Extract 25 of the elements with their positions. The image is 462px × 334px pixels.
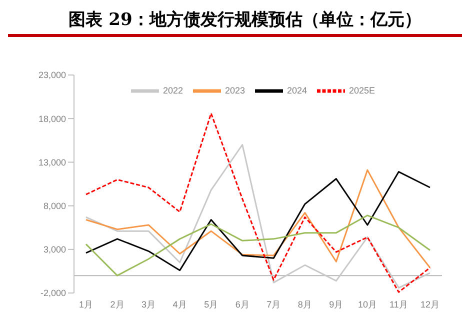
x-tick-label: 3月 (142, 299, 156, 310)
line-series (85, 112, 431, 293)
legend-label: 2024 (287, 85, 308, 96)
y-tick-label: 13,000 (38, 157, 66, 168)
x-tick-label: 9月 (329, 299, 344, 310)
x-tick-label: 5月 (204, 299, 218, 310)
line-series (85, 214, 431, 276)
x-tick-label: 1月 (78, 299, 94, 310)
legend-label: 2025E (349, 85, 376, 96)
chart-title: 图表 29：地方债发行规模预估（单位：亿元） (8, 8, 462, 37)
y-tick-label: -2,000 (40, 288, 66, 298)
x-tick-label: 10月 (358, 299, 377, 310)
legend-label: 2022 (162, 85, 183, 96)
x-tick-label: 7月 (266, 299, 281, 310)
y-tick-label: 3,000 (43, 244, 66, 255)
y-tick-label: 18,000 (38, 114, 66, 124)
x-tick-label: 6月 (235, 299, 250, 310)
x-tick-label: 4月 (172, 299, 187, 310)
x-tick-label: 12月 (420, 299, 440, 310)
x-tick-label: 8月 (298, 299, 312, 310)
x-tick-label: 2月 (110, 299, 124, 310)
y-tick-label: 23,000 (38, 70, 66, 80)
x-tick-label: 11月 (390, 299, 408, 310)
legend-label: 2023 (224, 85, 245, 96)
y-tick-label: 8,000 (43, 200, 66, 211)
